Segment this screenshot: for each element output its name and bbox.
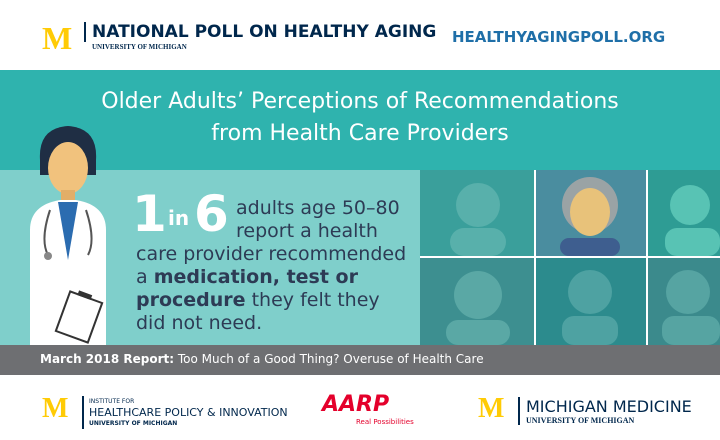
title-line: Older Adults’ Perceptions of Recommendat… xyxy=(101,89,619,114)
report-line: March 2018 Report: Too Much of a Good Th… xyxy=(40,352,484,366)
stat-text: they felt they xyxy=(245,289,380,311)
report-name: Too Much of a Good Thing? Overuse of Hea… xyxy=(177,352,484,366)
report-label: March 2018 Report: xyxy=(40,352,175,366)
partner-line: UNIVERSITY OF MICHIGAN xyxy=(526,416,635,425)
aarp-logo: AARP xyxy=(322,392,390,417)
title: Older Adults’ Perceptions of Recommendat… xyxy=(0,86,720,150)
partner-line: MICHIGAN MEDICINE xyxy=(526,397,692,416)
website-link[interactable]: HEALTHYAGINGPOLL.ORG xyxy=(452,28,666,46)
stat-line: report a health xyxy=(236,220,378,242)
partner-line: INSTITUTE FOR xyxy=(89,398,135,405)
partner-ihpi: INSTITUTE FOR HEALTHCARE POLICY & INNOVA… xyxy=(82,396,288,429)
logo: M xyxy=(42,20,73,56)
title-line: from Health Care Providers xyxy=(211,121,509,146)
stat-text: adults age 50–80 report a health xyxy=(236,197,400,243)
stat-line: procedure they felt they xyxy=(136,289,406,312)
stat-connector: in xyxy=(168,206,190,230)
stat-line: did not need. xyxy=(136,312,263,334)
stat-line: adults age 50–80 xyxy=(236,197,400,219)
partner-line: UNIVERSITY OF MICHIGAN xyxy=(89,420,178,427)
logo: M xyxy=(42,393,69,424)
partner-michigan-medicine: MICHIGAN MEDICINE UNIVERSITY OF MICHIGAN xyxy=(518,397,692,425)
stat-emphasis: medication, test or xyxy=(153,266,358,288)
stat-numerator: 1 xyxy=(132,185,167,243)
stat-denominator: 6 xyxy=(194,185,229,243)
photo-grid xyxy=(420,170,720,345)
poll-name: NATIONAL POLL ON HEALTHY AGING xyxy=(84,22,436,42)
stat-emphasis: procedure xyxy=(136,289,246,311)
stat-line: a medication, test or xyxy=(136,266,406,289)
partner-line: HEALTHCARE POLICY & INNOVATION xyxy=(89,406,288,419)
stat-text: care provider recommended a medication, … xyxy=(136,243,406,335)
aarp-tagline: Real Possibilities xyxy=(356,418,414,426)
logo: M xyxy=(478,393,505,424)
stat-line: care provider recommended xyxy=(136,243,407,265)
university: UNIVERSITY OF MICHIGAN xyxy=(92,43,187,51)
doctor-illustration xyxy=(30,126,106,345)
stat-text: a xyxy=(136,266,154,288)
